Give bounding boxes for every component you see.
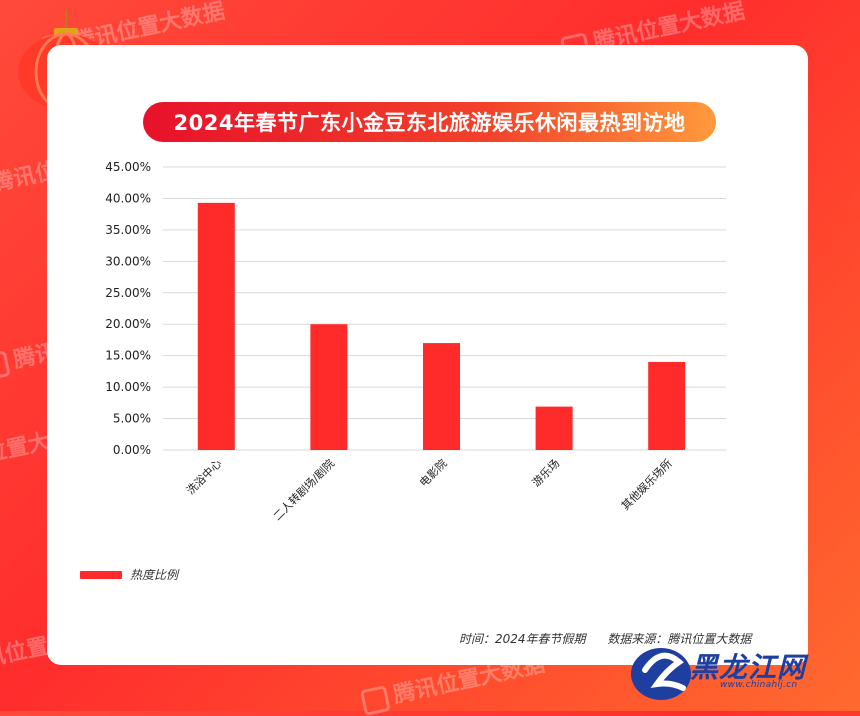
footer-note: 时间：2024年春节假期 数据来源：腾讯位置大数据	[459, 630, 751, 647]
x-tick-label: 其他娱乐场所	[618, 456, 675, 513]
legend-label: 热度比例	[130, 568, 179, 582]
y-tick-label: 25.00%	[105, 286, 151, 300]
bar	[310, 324, 348, 450]
bar	[648, 361, 686, 450]
bar	[197, 202, 235, 450]
y-tick-label: 35.00%	[105, 223, 151, 237]
y-tick-label: 20.00%	[105, 317, 151, 331]
y-tick-label: 10.00%	[105, 380, 151, 394]
y-tick-label: 15.00%	[105, 349, 151, 363]
logo-text: 黑龙江网	[690, 651, 807, 684]
y-tick-label: 45.00%	[105, 160, 151, 174]
legend-swatch	[80, 570, 122, 579]
y-tick-label: 30.00%	[105, 254, 151, 268]
y-tick-label: 40.00%	[105, 191, 151, 205]
footer-source: 数据来源：腾讯位置大数据	[607, 632, 752, 646]
y-tick-label: 0.00%	[113, 443, 151, 457]
x-tick-label: 电影院	[416, 456, 449, 489]
footer-time: 时间：2024年春节假期	[459, 632, 586, 646]
chart-title: 2024年春节广东小金豆东北旅游娱乐休闲最热到访地	[143, 102, 716, 142]
bar	[423, 343, 460, 450]
x-tick-label: 二人转剧场/剧院	[270, 456, 337, 523]
x-tick-label: 洗浴中心	[184, 457, 224, 497]
bar	[535, 406, 573, 450]
logo-icon	[631, 648, 691, 700]
x-tick-label: 游乐场	[529, 456, 562, 489]
y-tick-label: 5.00%	[113, 412, 151, 426]
logo-url: www.chinahlj.cn	[720, 680, 798, 690]
legend: 热度比例	[80, 566, 178, 583]
